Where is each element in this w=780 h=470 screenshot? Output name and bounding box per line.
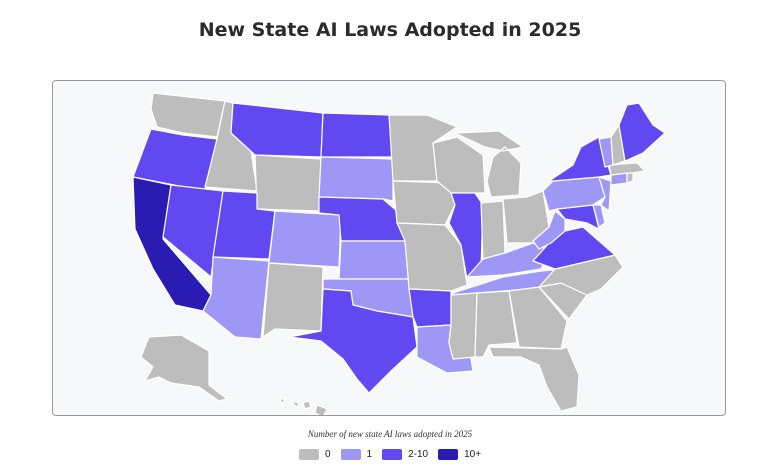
state-ms[interactable] xyxy=(448,292,478,360)
state-ak[interactable] xyxy=(140,334,228,402)
chart-title: New State AI Laws Adopted in 2025 xyxy=(198,19,582,41)
state-me[interactable] xyxy=(618,102,666,162)
legend-label-0: 0 xyxy=(324,449,331,460)
state-wi[interactable] xyxy=(432,136,486,194)
state-mo[interactable] xyxy=(396,222,468,292)
map-legend: 0 1 2-10 10+ xyxy=(0,449,780,460)
legend-swatch-2-10 xyxy=(382,449,403,460)
legend-label-2-10: 2-10 xyxy=(408,449,429,460)
state-ma[interactable] xyxy=(608,162,646,176)
state-nv[interactable] xyxy=(162,184,224,278)
state-ar[interactable] xyxy=(408,288,452,328)
us-choropleth-map xyxy=(132,92,666,416)
legend-item-10-plus: 10+ xyxy=(438,449,481,460)
state-fl[interactable] xyxy=(488,346,580,412)
us-map-frame xyxy=(52,80,726,416)
legend-item-1: 1 xyxy=(340,449,373,460)
state-il[interactable] xyxy=(448,192,484,280)
legend-label-1: 1 xyxy=(366,449,373,460)
legend-swatch-0 xyxy=(298,449,319,460)
state-mt[interactable] xyxy=(230,102,324,158)
legend-swatch-10-plus xyxy=(438,449,459,460)
state-de[interactable] xyxy=(592,204,606,228)
state-nd[interactable] xyxy=(320,112,394,158)
state-wv[interactable] xyxy=(532,210,566,250)
state-nc[interactable] xyxy=(538,254,624,296)
state-hi[interactable] xyxy=(278,398,328,416)
legend-swatch-1 xyxy=(340,449,361,460)
legend-title: Number of new state AI laws adopted in 2… xyxy=(307,429,473,439)
state-nm[interactable] xyxy=(262,262,324,338)
state-wy[interactable] xyxy=(254,154,322,212)
state-ks[interactable] xyxy=(338,240,410,280)
state-sd[interactable] xyxy=(318,156,394,202)
state-tx[interactable] xyxy=(288,288,418,394)
legend-item-2-10: 2-10 xyxy=(382,449,428,460)
state-wa[interactable] xyxy=(150,92,226,138)
legend-item-0: 0 xyxy=(298,449,331,460)
state-in[interactable] xyxy=(480,200,506,260)
state-az[interactable] xyxy=(202,256,270,340)
state-nj[interactable] xyxy=(598,176,612,212)
state-co[interactable] xyxy=(268,210,342,268)
state-mi[interactable] xyxy=(454,130,524,198)
state-ga[interactable] xyxy=(508,286,568,350)
state-ri[interactable] xyxy=(626,172,634,184)
legend-label-10-plus: 10+ xyxy=(464,449,482,460)
